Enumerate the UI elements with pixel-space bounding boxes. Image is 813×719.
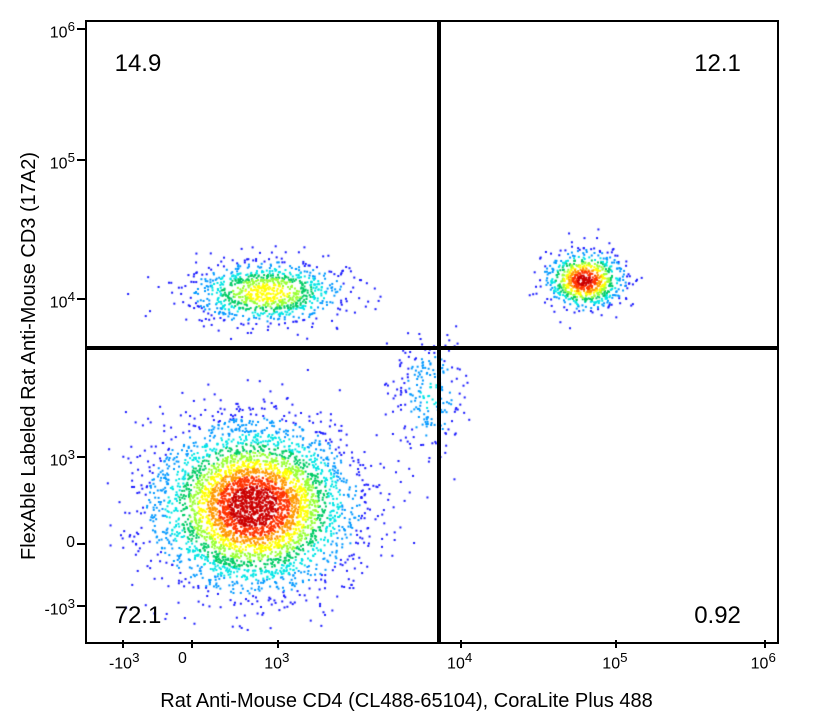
y-tick-label: 105 bbox=[50, 150, 75, 173]
quadrant-label-upper-left: 14.9 bbox=[115, 50, 162, 78]
flow-cytometry-chart: WWW.PTGLAB.COM 14.9 12.1 72.1 0.92 -1030… bbox=[0, 0, 813, 719]
y-tick-label: 0 bbox=[66, 534, 75, 552]
x-axis-label: Rat Anti-Mouse CD4 (CL488-65104), CoraLi… bbox=[160, 690, 652, 713]
y-tick-mark bbox=[77, 456, 85, 458]
x-tick-label: 105 bbox=[602, 650, 627, 673]
y-tick-label: 103 bbox=[50, 447, 75, 470]
quadrant-line-horizontal bbox=[87, 346, 777, 350]
x-tick-label: 106 bbox=[751, 650, 776, 673]
x-tick-label: 104 bbox=[447, 650, 472, 673]
y-tick-mark bbox=[77, 298, 85, 300]
x-tick-mark bbox=[615, 640, 617, 648]
x-tick-mark bbox=[191, 640, 193, 648]
plot-area: 14.9 12.1 72.1 0.92 bbox=[85, 20, 779, 644]
x-tick-label: -103 bbox=[109, 650, 140, 673]
x-tick-mark bbox=[277, 640, 279, 648]
scatter-canvas bbox=[87, 22, 777, 642]
x-tick-label: 0 bbox=[178, 650, 187, 668]
quadrant-label-lower-right: 0.92 bbox=[694, 602, 741, 630]
y-tick-label: 106 bbox=[50, 19, 75, 42]
y-tick-mark bbox=[77, 543, 85, 545]
y-tick-mark bbox=[77, 159, 85, 161]
y-tick-label: -103 bbox=[44, 596, 75, 619]
y-tick-mark bbox=[77, 28, 85, 30]
quadrant-line-vertical bbox=[437, 22, 441, 642]
x-tick-mark bbox=[460, 640, 462, 648]
y-tick-mark bbox=[77, 605, 85, 607]
x-tick-mark bbox=[122, 640, 124, 648]
y-axis-label: FlexAble Labeled Rat Anti-Mouse CD3 (17A… bbox=[18, 152, 41, 560]
quadrant-label-lower-left: 72.1 bbox=[115, 602, 162, 630]
x-tick-label: 103 bbox=[264, 650, 289, 673]
y-tick-label: 104 bbox=[50, 289, 75, 312]
x-tick-mark bbox=[764, 640, 766, 648]
quadrant-label-upper-right: 12.1 bbox=[694, 50, 741, 78]
